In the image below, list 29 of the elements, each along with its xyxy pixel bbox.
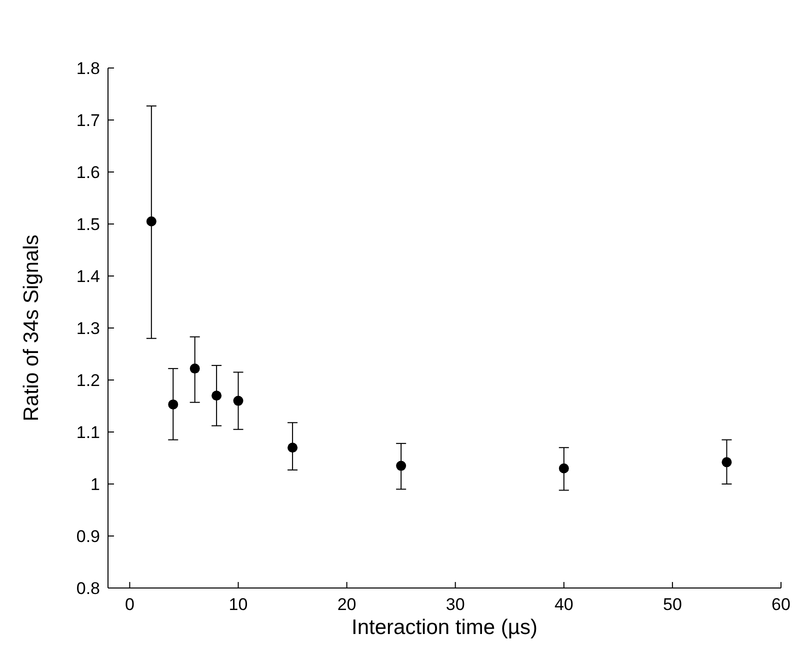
y-tick-label: 1.3 [76,318,100,338]
x-tick-label: 60 [772,595,790,614]
x-axis-title: Interaction time (µs) [352,616,538,639]
y-tick-label: 1.7 [76,110,100,130]
point [396,460,406,471]
y-tick-label: 1.4 [76,266,100,286]
y-tick-label: 1.5 [76,214,100,234]
point [146,216,156,226]
y-tick-label: 1.6 [76,162,100,182]
y-axis-title: Ratio of 34s Signals [20,234,43,422]
x-tick-label: 20 [337,595,356,614]
point [288,442,298,453]
y-tick-label: 1.2 [76,370,100,390]
point [558,463,569,474]
x-tick-label: 10 [228,595,248,614]
y-tick-label: 1.8 [76,58,100,78]
y-tick-label: 1.1 [76,422,100,442]
y-tick-label: 0.9 [76,526,100,546]
y-tick-label: 0.8 [76,578,100,598]
y-tick-label: 1 [90,474,100,494]
x-tick-label: 40 [554,595,574,614]
x-tick-label: 30 [446,595,465,614]
point [233,396,244,406]
point [168,399,178,410]
point [190,364,200,374]
x-tick-label: 50 [662,595,682,614]
x-tick-label: 0 [124,595,134,614]
point [722,457,732,468]
point [212,390,222,401]
